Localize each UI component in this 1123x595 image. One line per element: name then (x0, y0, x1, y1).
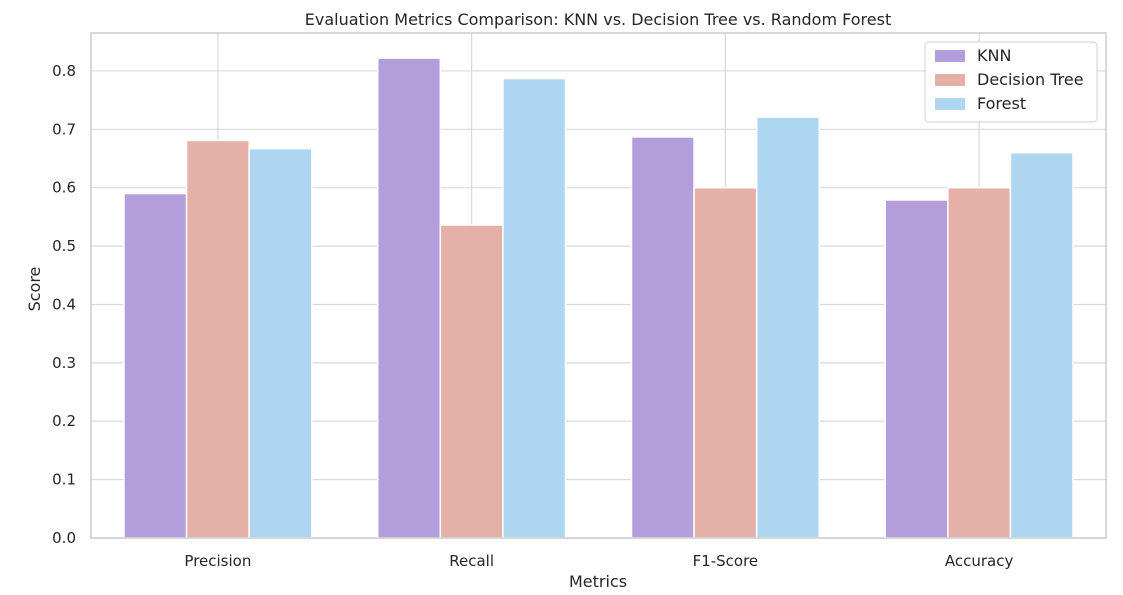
bar-decision-tree (439, 224, 504, 539)
bar-forest (1009, 151, 1074, 539)
legend-swatch (935, 98, 965, 110)
bar-decision-tree (947, 186, 1012, 539)
legend-swatch (935, 50, 965, 62)
x-tick-label: Recall (449, 552, 494, 570)
y-tick-label: 0.2 (52, 412, 76, 430)
y-tick-label: 0.4 (52, 295, 76, 313)
legend-label: Decision Tree (977, 70, 1084, 89)
y-axis-label: Score (25, 267, 44, 312)
bar-knn (376, 57, 442, 539)
legend-label: KNN (977, 46, 1011, 65)
bar-forest (755, 116, 821, 539)
bar-forest (502, 77, 567, 539)
legend-frame (924, 41, 1098, 123)
x-axis-label: Metrics (569, 572, 627, 591)
legend-label: Forest (977, 94, 1026, 113)
legend-swatch (935, 74, 965, 86)
bar-decision-tree (693, 186, 758, 539)
y-tick-label: 0.3 (52, 354, 76, 372)
x-tick-label: Precision (184, 552, 251, 570)
chart-title: Evaluation Metrics Comparison: KNN vs. D… (305, 10, 891, 29)
x-tick-label: Accuracy (945, 552, 1014, 570)
bar-knn (123, 192, 188, 539)
legend: KNN Decision Tree Forest (924, 41, 1098, 123)
y-tick-label: 0.0 (52, 529, 76, 547)
plot-frame (90, 32, 1107, 539)
y-tick-label: 0.8 (52, 62, 76, 80)
y-tick-label: 0.1 (52, 471, 76, 489)
bar-knn (630, 136, 695, 539)
x-tick-label: F1-Score (693, 552, 759, 570)
bar-knn (884, 199, 949, 539)
y-tick-label: 0.6 (52, 179, 76, 197)
bar-forest (248, 147, 313, 539)
bar-decision-tree (185, 139, 250, 539)
y-tick-label: 0.7 (52, 120, 76, 138)
y-tick-label: 0.5 (52, 237, 76, 255)
